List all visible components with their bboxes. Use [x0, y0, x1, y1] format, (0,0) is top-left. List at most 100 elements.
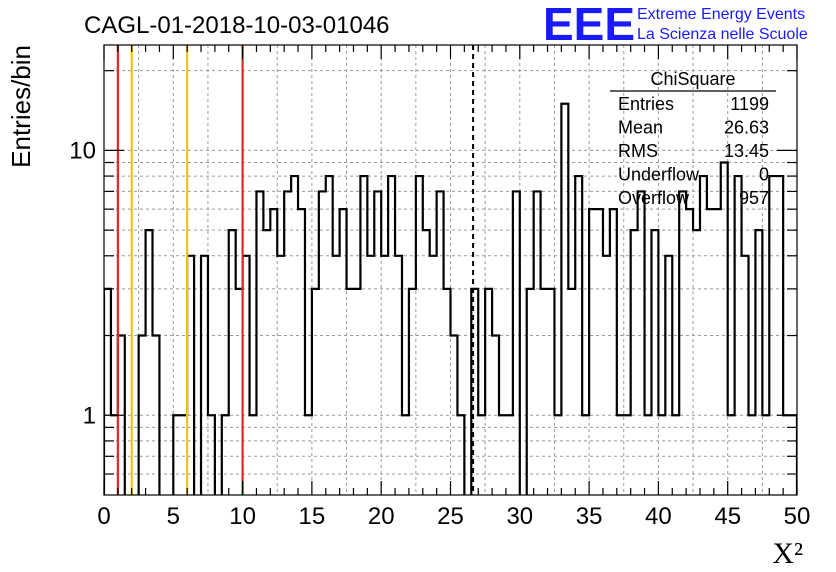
chart-title: CAGL-01-2018-10-03-01046: [84, 12, 390, 39]
histogram-bin: [312, 289, 319, 495]
histogram-bin: [340, 209, 347, 495]
histogram-bin: [568, 289, 575, 495]
histogram-bin: [208, 415, 215, 495]
histogram-bin: [360, 176, 367, 495]
stats-label: Underflow: [618, 165, 700, 185]
histogram-bin: [499, 415, 506, 495]
histogram-bin: [457, 415, 464, 495]
histogram-bin: [492, 336, 499, 495]
stats-title: ChiSquare: [650, 69, 735, 89]
stats-value: 26.63: [724, 118, 769, 138]
histogram-bin: [250, 415, 257, 495]
histogram-bin: [430, 256, 437, 495]
histogram-bin: [596, 209, 603, 495]
x-tick-label: 40: [645, 503, 672, 530]
histogram-bin: [755, 230, 762, 495]
histogram-bin: [444, 289, 451, 495]
logo-line-2: La Scienza nelle Scuole: [637, 26, 808, 43]
histogram-bin: [527, 289, 534, 495]
histogram-bin: [201, 256, 208, 495]
x-tick-label: 0: [97, 503, 110, 530]
x-tick-label: 30: [506, 503, 533, 530]
stats-label: Entries: [618, 94, 674, 114]
stats-label: Overflow: [618, 188, 690, 208]
histogram-bin: [554, 415, 561, 495]
axis-ticks: [103, 45, 798, 495]
histogram-bin: [707, 209, 714, 495]
histogram-bin: [714, 209, 721, 495]
x-tick-label: 45: [714, 503, 741, 530]
histogram-bin: [506, 415, 513, 495]
histogram-bin: [451, 336, 458, 495]
histogram-bin: [367, 256, 374, 495]
histogram-bin: [693, 230, 700, 495]
histogram-bin: [672, 415, 679, 495]
histogram-bin: [104, 289, 111, 495]
histogram-bin: [222, 415, 229, 495]
eee-logo: EEE Extreme Energy Events La Scienza nel…: [543, 0, 808, 50]
histogram-bin: [353, 289, 360, 495]
histogram-bin: [347, 289, 354, 495]
histogram-bin: [146, 230, 153, 495]
histogram-bin: [645, 415, 652, 495]
histogram-bin: [617, 415, 624, 495]
histogram-bin: [728, 415, 735, 495]
histogram-bin: [263, 230, 270, 495]
histogram-bin: [769, 176, 776, 495]
stats-label: Mean: [618, 118, 663, 138]
y-axis-label: Entries/bin: [6, 45, 36, 168]
histogram-bin: [686, 209, 693, 495]
stats-value: 13.45: [724, 141, 769, 161]
histogram-bin: [298, 209, 305, 495]
histogram-bin: [603, 256, 610, 495]
histogram-bin: [679, 191, 686, 495]
histogram-bin: [541, 289, 548, 495]
histogram-bin: [153, 336, 160, 495]
histogram-bin: [575, 176, 582, 495]
histogram-bin: [624, 415, 631, 495]
histogram-bin: [700, 176, 707, 495]
histogram-bin: [416, 176, 423, 495]
x-tick-label: 20: [368, 503, 395, 530]
histogram-bin: [256, 191, 263, 495]
histogram-bin: [638, 191, 645, 495]
stats-label: RMS: [618, 141, 658, 161]
histogram-bin: [651, 230, 658, 495]
x-tick-label: 10: [229, 503, 256, 530]
histogram-bin: [333, 256, 340, 495]
histogram-bin: [748, 415, 755, 495]
histogram-bin: [173, 415, 180, 495]
x-tick-label: 25: [437, 503, 464, 530]
histogram-bin: [610, 209, 617, 495]
histogram-bin: [534, 191, 541, 495]
axis-tick-labels: 0 5 10 15 20 25 30 35 40 45 50 1 10: [69, 137, 810, 530]
histogram-bin: [395, 256, 402, 495]
stats-rows: Entries 1199 Mean 26.63 RMS 13.45 Underflow 0 Ov…: [618, 94, 769, 208]
x-axis-label: X²: [772, 537, 803, 570]
logo-line-1: Extreme Energy Events: [637, 6, 805, 23]
histogram-bin: [589, 209, 596, 495]
histogram-bin: [437, 191, 444, 495]
histogram-bin: [319, 191, 326, 495]
histogram-bin: [409, 289, 416, 495]
logo-mark: EEE: [543, 0, 635, 50]
x-tick-label: 35: [576, 503, 603, 530]
histogram-bin: [139, 336, 146, 495]
x-tick-label: 50: [784, 503, 811, 530]
histogram-bin: [658, 415, 665, 495]
histogram-outline: [104, 102, 797, 495]
histogram-bin: [561, 104, 568, 495]
histogram-bin: [776, 176, 783, 495]
histogram-bin: [277, 256, 284, 495]
histogram-bin: [548, 289, 555, 495]
histogram-bin: [735, 176, 742, 495]
histogram-bin: [284, 191, 291, 495]
y-tick-label: 1: [83, 402, 96, 429]
histogram-bin: [485, 289, 492, 495]
x-tick-label: 15: [299, 503, 326, 530]
marker-lines: [116, 45, 475, 495]
histogram-bin: [291, 176, 298, 495]
x-tick-label: 5: [167, 503, 180, 530]
histogram-bin: [513, 191, 520, 495]
